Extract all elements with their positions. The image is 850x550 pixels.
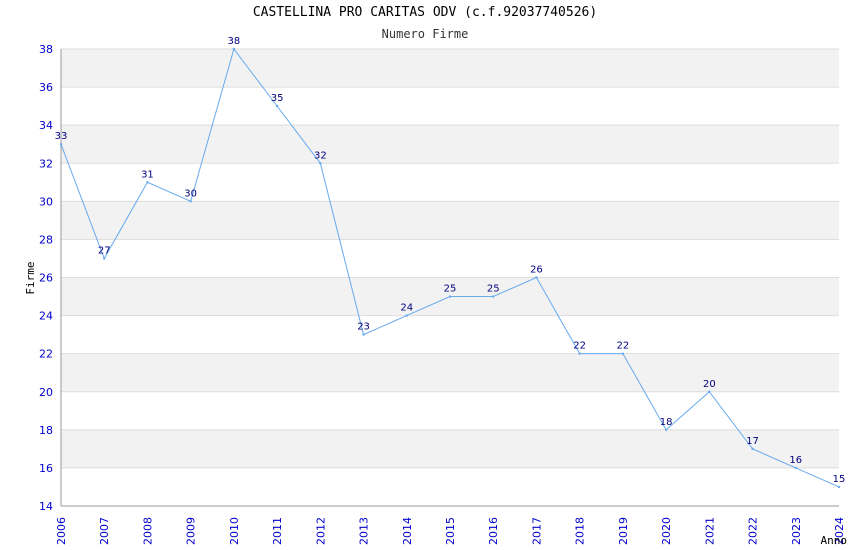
data-point <box>362 333 365 336</box>
data-point <box>448 295 452 298</box>
axes <box>60 49 839 507</box>
data-point <box>319 162 322 165</box>
data-label: 25 <box>444 284 457 295</box>
data-point <box>146 181 149 184</box>
grid-band <box>61 49 839 88</box>
data-point <box>621 352 625 355</box>
data-label: 30 <box>184 188 197 199</box>
x-tick-label: 2014 <box>401 517 414 545</box>
data-point <box>275 104 279 108</box>
y-tick-label: 20 <box>39 386 53 399</box>
grid-band <box>61 315 839 354</box>
data-point <box>837 485 841 489</box>
y-tick-label: 34 <box>39 119 53 132</box>
data-point <box>103 257 106 260</box>
data-label: 35 <box>271 93 284 104</box>
x-tick-label: 2022 <box>747 517 760 545</box>
grid-band <box>61 125 839 164</box>
y-tick-label: 24 <box>39 310 53 323</box>
x-tick-labels: 2006 2007 2008 2009 2010 2011 2012 2013 2014 2015… <box>55 517 846 545</box>
x-tick-label: 2020 <box>660 517 673 545</box>
data-label: 38 <box>228 36 241 47</box>
x-tick-label: 2006 <box>55 517 68 545</box>
chart-subtitle: Numero Firme <box>381 27 469 41</box>
grid-band <box>61 201 839 240</box>
data-point <box>405 314 408 317</box>
grid-band <box>61 467 839 506</box>
data-label: 22 <box>573 341 586 352</box>
y-tick-label: 14 <box>39 500 53 513</box>
y-tick-label: 36 <box>39 81 53 94</box>
data-labels: 33 27 31 30 38 35 32 23 24 25 25 26 22 22 18 20 17 16 15 <box>55 36 846 489</box>
data-label: 18 <box>660 417 673 428</box>
background-bands <box>61 49 839 506</box>
data-label: 20 <box>703 379 716 390</box>
grid-band <box>61 429 839 468</box>
x-tick-label: 2011 <box>271 517 284 545</box>
x-tick-label: 2015 <box>444 517 457 545</box>
x-tick-label: 2019 <box>617 517 630 545</box>
x-tick-label: 2024 <box>833 517 846 545</box>
data-label: 22 <box>617 341 630 352</box>
data-label: 24 <box>400 303 413 314</box>
chart-title: CASTELLINA PRO CARITAS ODV (c.f.92037740… <box>252 5 598 20</box>
data-label: 32 <box>314 150 327 161</box>
data-point <box>189 200 192 203</box>
x-tick-label: 2023 <box>790 517 803 545</box>
x-tick-label: 2007 <box>98 517 111 545</box>
x-tick-label: 2021 <box>703 517 716 545</box>
data-label: 23 <box>357 322 370 333</box>
data-label: 15 <box>833 474 846 485</box>
y-tick-label: 22 <box>39 348 53 361</box>
y-tick-label: 28 <box>39 233 53 246</box>
data-label: 16 <box>789 455 802 466</box>
x-tick-label: 2012 <box>314 517 327 545</box>
grid-band <box>61 353 839 392</box>
data-label: 27 <box>98 245 111 256</box>
data-point <box>708 390 711 393</box>
x-tick-label: 2008 <box>141 517 154 545</box>
x-tick-label: 2017 <box>530 517 543 545</box>
y-tick-label: 32 <box>39 157 53 170</box>
data-point <box>751 447 754 451</box>
y-tick-labels: 14 16 18 20 22 24 26 28 30 32 34 36 38 <box>39 43 53 513</box>
x-tick-label: 2009 <box>185 517 198 545</box>
data-point <box>578 352 581 355</box>
y-axis-label: Firme <box>24 261 37 294</box>
x-tick-label: 2010 <box>228 517 241 545</box>
x-axis-label: Anno <box>821 534 848 547</box>
data-label: 25 <box>487 284 500 295</box>
data-point <box>664 428 668 432</box>
data-point <box>232 47 236 51</box>
x-tick-label: 2016 <box>487 517 500 545</box>
data-point <box>492 295 495 298</box>
y-tick-label: 26 <box>39 272 53 285</box>
y-tick-label: 18 <box>39 424 53 437</box>
data-label: 31 <box>141 169 154 180</box>
grid-band <box>61 87 839 126</box>
data-point <box>794 466 797 470</box>
data-label: 26 <box>530 265 543 276</box>
data-label: 17 <box>746 436 759 447</box>
y-tick-label: 30 <box>39 195 53 208</box>
x-tick-label: 2018 <box>574 517 587 545</box>
grid-band <box>61 391 839 430</box>
y-tick-label: 16 <box>39 462 53 475</box>
x-tick-label: 2013 <box>358 517 371 545</box>
data-point <box>535 276 538 279</box>
grid-band <box>61 163 839 202</box>
data-label: 33 <box>55 131 68 142</box>
y-tick-label: 38 <box>39 43 53 56</box>
grid-band <box>61 239 839 278</box>
data-point <box>59 143 63 146</box>
